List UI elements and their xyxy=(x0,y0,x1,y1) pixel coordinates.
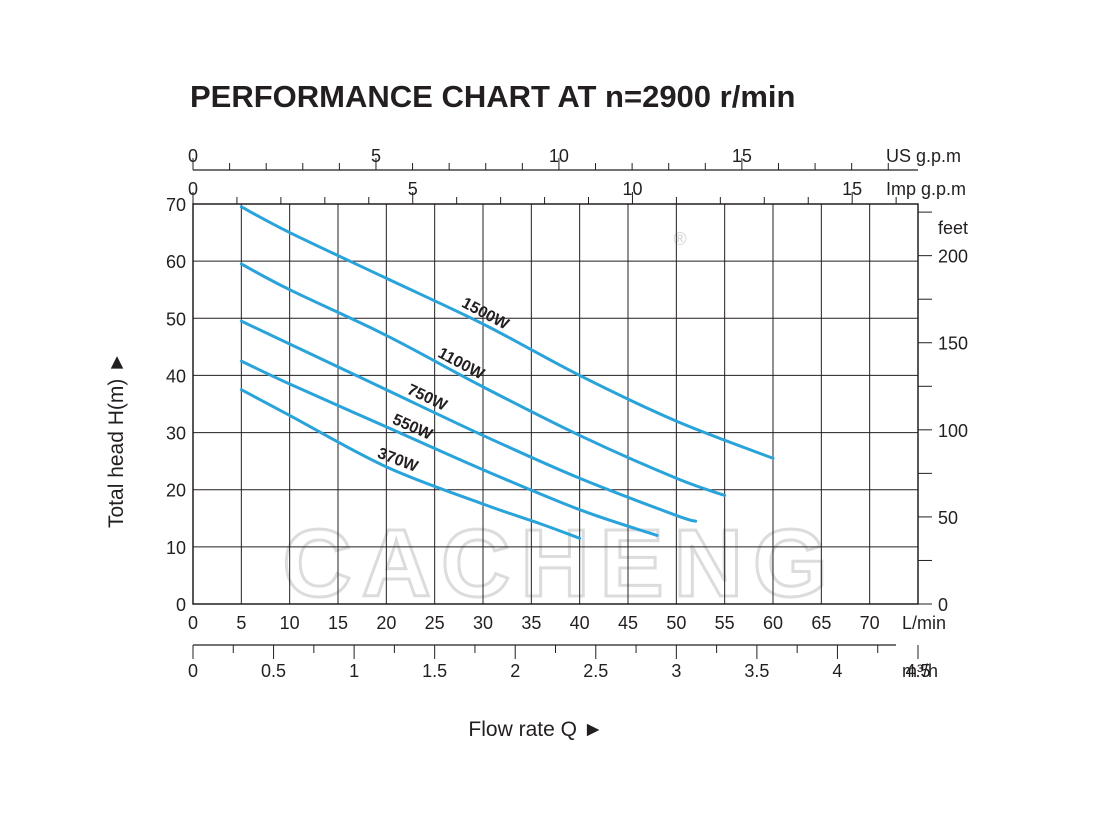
y-tick-label-feet: 200 xyxy=(938,247,968,267)
impgpm-unit-label: Imp g.p.m xyxy=(886,179,966,199)
x-tick-label-m3h: 1.5 xyxy=(422,661,447,681)
x-tick-label-lmin: 65 xyxy=(811,613,831,633)
y-axis-title: Total head H(m) ► xyxy=(105,352,128,528)
y-tick-label-feet: 150 xyxy=(938,334,968,354)
x-tick-label-impgpm: 0 xyxy=(188,179,198,199)
x-tick-label-lmin: 5 xyxy=(236,613,246,633)
x-tick-label-lmin: 25 xyxy=(425,613,445,633)
y-tick-label-m: 0 xyxy=(176,595,186,615)
axis-text: PERFORMANCE CHART AT n=2900 r/min0102030… xyxy=(105,79,968,741)
y-tick-label-m: 30 xyxy=(166,424,186,444)
x-tick-label-lmin: 30 xyxy=(473,613,493,633)
curve-label-1500w: 1500W xyxy=(459,295,513,334)
x-axis-title: Flow rate Q ► xyxy=(468,718,603,741)
x-tick-label-impgpm: 5 xyxy=(408,179,418,199)
x-tick-label-lmin: 50 xyxy=(666,613,686,633)
usgpm-unit-label: US g.p.m xyxy=(886,146,961,166)
x-tick-label-lmin: 20 xyxy=(376,613,396,633)
x-tick-label-lmin: 55 xyxy=(715,613,735,633)
watermark-layer: CACHENG ® xyxy=(281,229,837,619)
x-tick-label-lmin: 60 xyxy=(763,613,783,633)
x-tick-label-m3h: 1 xyxy=(349,661,359,681)
curve-1500w xyxy=(239,205,775,460)
x-tick-label-usgpm: 0 xyxy=(188,146,198,166)
lmin-unit-label: L/min xyxy=(902,613,946,633)
x-tick-label-usgpm: 5 xyxy=(371,146,381,166)
y-tick-label-m: 20 xyxy=(166,481,186,501)
x-tick-label-lmin: 70 xyxy=(860,613,880,633)
curve-750w xyxy=(239,319,698,523)
x-tick-label-impgpm: 10 xyxy=(622,179,642,199)
x-tick-label-m3h: 0.5 xyxy=(261,661,286,681)
x-tick-label-lmin: 0 xyxy=(188,613,198,633)
y-tick-label-feet: 0 xyxy=(938,595,948,615)
x-tick-label-lmin: 45 xyxy=(618,613,638,633)
x-tick-label-usgpm: 15 xyxy=(732,146,752,166)
x-tick-label-usgpm: 10 xyxy=(549,146,569,166)
curve-370w xyxy=(239,388,582,540)
y-tick-label-m: 10 xyxy=(166,538,186,558)
y-tick-label-m: 40 xyxy=(166,366,186,386)
curve-1100w xyxy=(239,262,727,497)
series-layer xyxy=(239,205,775,540)
y-tick-label-m: 60 xyxy=(166,252,186,272)
watermark-text: CACHENG xyxy=(282,510,837,617)
x-tick-label-m3h: 3 xyxy=(671,661,681,681)
x-tick-label-lmin: 10 xyxy=(280,613,300,633)
x-tick-label-lmin: 40 xyxy=(570,613,590,633)
x-tick-label-impgpm: 15 xyxy=(842,179,862,199)
m3h-unit-label: m³/h xyxy=(902,661,938,681)
axes xyxy=(192,158,932,659)
x-tick-label-m3h: 4 xyxy=(832,661,842,681)
chart-title: PERFORMANCE CHART AT n=2900 r/min xyxy=(190,79,795,114)
x-tick-label-m3h: 2 xyxy=(510,661,520,681)
y-tick-label-m: 50 xyxy=(166,309,186,329)
feet-unit-label: feet xyxy=(938,218,968,238)
y-tick-label-feet: 50 xyxy=(938,508,958,528)
x-tick-label-m3h: 3.5 xyxy=(744,661,769,681)
plot-frame xyxy=(192,203,919,605)
x-tick-label-m3h: 0 xyxy=(188,661,198,681)
x-tick-label-lmin: 35 xyxy=(521,613,541,633)
y-tick-label-feet: 100 xyxy=(938,421,968,441)
registered-mark: ® xyxy=(673,229,686,249)
y-tick-label-m: 70 xyxy=(166,195,186,215)
x-tick-label-lmin: 15 xyxy=(328,613,348,633)
x-tick-label-m3h: 4.5 xyxy=(905,661,930,681)
curve-550w xyxy=(239,359,659,537)
x-tick-label-m3h: 2.5 xyxy=(583,661,608,681)
